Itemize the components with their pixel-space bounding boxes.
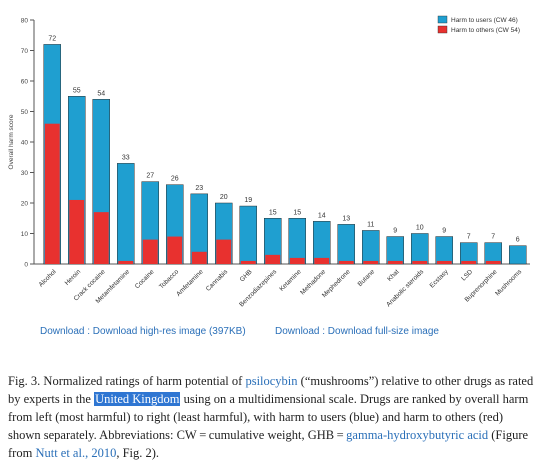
bar-harm-to-others	[167, 236, 183, 264]
bar-total-label: 9	[393, 228, 397, 235]
bar-total-label: 15	[269, 209, 277, 216]
x-tick-label: Cannabis	[205, 268, 230, 293]
bar-harm-to-users	[313, 221, 331, 265]
bar-harm-to-others	[93, 212, 109, 264]
bar-total-label: 23	[195, 185, 203, 192]
bar-harm-to-others	[387, 260, 403, 264]
x-tick-label: Alcohol	[38, 268, 58, 288]
caption-text-1: Fig. 3. Normalized ratings of harm poten…	[8, 374, 246, 388]
x-tick-label: Amfetamine	[175, 268, 205, 298]
bar-harm-to-users	[288, 218, 306, 265]
legend-label: Harm to users (CW 46)	[451, 17, 518, 24]
x-tick-label: Mushrooms	[494, 268, 523, 297]
bar-total-label: 54	[97, 90, 105, 97]
bar-harm-to-users	[117, 163, 135, 265]
bar-harm-to-others	[412, 260, 428, 264]
x-tick-label: LSD	[460, 268, 474, 282]
bar-harm-to-others	[436, 260, 452, 264]
bar-harm-to-users	[411, 233, 429, 265]
y-tick-label: 0	[24, 262, 28, 269]
bar-total-label: 9	[442, 228, 446, 235]
bar-total-label: 27	[146, 173, 154, 180]
bar-harm-to-others	[191, 251, 207, 264]
bar-harm-to-others	[69, 199, 85, 264]
download-links: Download : Download high-res image (397K…	[0, 322, 545, 342]
bar-total-label: 7	[491, 234, 495, 241]
y-tick-label: 50	[21, 109, 29, 116]
x-tick-label: Khat	[386, 268, 401, 283]
ghb-link[interactable]: gamma-hydroxybutyric acid	[346, 428, 489, 442]
bar-harm-to-others	[44, 123, 60, 264]
highlighted-text: United Kingdom	[94, 392, 181, 406]
bar-harm-to-others	[363, 260, 379, 264]
caption-text-4: (Figure from	[8, 428, 529, 460]
bar-harm-to-others	[216, 239, 232, 264]
caption-text-5: , Fig. 2).	[116, 446, 160, 460]
bar-harm-to-others	[314, 257, 330, 264]
bar-total-label: 26	[171, 176, 179, 183]
x-tick-label: Ketamine	[278, 268, 303, 293]
download-highres-link[interactable]: Download : Download high-res image (397K…	[40, 326, 246, 337]
bar-harm-to-others	[338, 260, 354, 264]
x-tick-label: GHB	[239, 268, 254, 283]
y-axis-label: Overall harm score	[8, 114, 15, 169]
bar-harm-to-others	[265, 254, 281, 264]
bar-total-label: 6	[516, 237, 520, 244]
bar-total-label: 19	[244, 197, 252, 204]
legend-label: Harm to others (CW 54)	[451, 27, 520, 34]
bar-harm-to-others	[142, 239, 158, 264]
download-fullsize-link[interactable]: Download : Download full-size image	[275, 326, 439, 337]
x-tick-label: Tobacco	[158, 268, 180, 290]
bar-harm-to-users	[386, 236, 404, 265]
bar-total-label: 15	[293, 209, 301, 216]
bar-harm-to-users	[239, 205, 257, 265]
bar-total-label: 10	[416, 225, 424, 232]
y-tick-label: 10	[21, 231, 29, 238]
bar-total-label: 55	[73, 87, 81, 94]
bar-harm-to-others	[461, 260, 477, 264]
bar-harm-to-users	[509, 245, 527, 265]
y-tick-label: 40	[21, 140, 29, 147]
bar-harm-to-users	[435, 236, 453, 265]
psilocybin-link[interactable]: psilocybin	[245, 374, 298, 388]
y-tick-label: 20	[21, 201, 29, 208]
x-tick-label: Cocaine	[134, 268, 156, 290]
bar-harm-to-users	[337, 224, 355, 265]
bar-total-label: 20	[220, 194, 228, 201]
bar-total-label: 11	[367, 221, 374, 228]
x-tick-label: Butane	[357, 268, 377, 288]
x-tick-label: Ecstasy	[429, 268, 451, 290]
figure-caption: Fig. 3. Normalized ratings of harm poten…	[8, 372, 536, 462]
bar-harm-to-users	[484, 242, 502, 265]
bar-harm-to-others	[240, 260, 256, 264]
legend-swatch	[437, 15, 448, 24]
x-tick-label: Heroin	[64, 268, 83, 287]
bar-harm-to-others	[289, 257, 305, 264]
y-tick-label: 60	[21, 79, 29, 86]
bar-harm-to-users	[460, 242, 478, 265]
caption-text-2: (“mushrooms”) relative to other drugs as…	[8, 374, 534, 406]
bar-total-label: 72	[48, 35, 56, 42]
caption-text-3: using on a multidimensional scale. Drugs…	[8, 392, 529, 442]
y-tick-label: 30	[21, 170, 29, 177]
bar-total-label: 7	[467, 234, 471, 241]
bar-harm-to-others	[485, 260, 501, 264]
y-tick-label: 80	[21, 18, 29, 25]
y-tick-label: 70	[21, 48, 29, 55]
bar-total-label: 14	[318, 212, 326, 219]
chart-legend: Harm to users (CW 46) Harm to others (CW …	[437, 15, 520, 34]
nutt-citation-link[interactable]: Nutt et al., 2010	[35, 446, 117, 460]
bar-harm-to-users	[362, 230, 380, 265]
bar-harm-to-others	[118, 260, 134, 264]
bar-total-label: 33	[122, 154, 130, 161]
legend-swatch	[437, 25, 448, 34]
bar-total-label: 13	[342, 215, 350, 222]
harm-bar-chart: 0 10 20 30 40 50 60 70 80 Overall harm score 72 Al…	[8, 15, 530, 308]
